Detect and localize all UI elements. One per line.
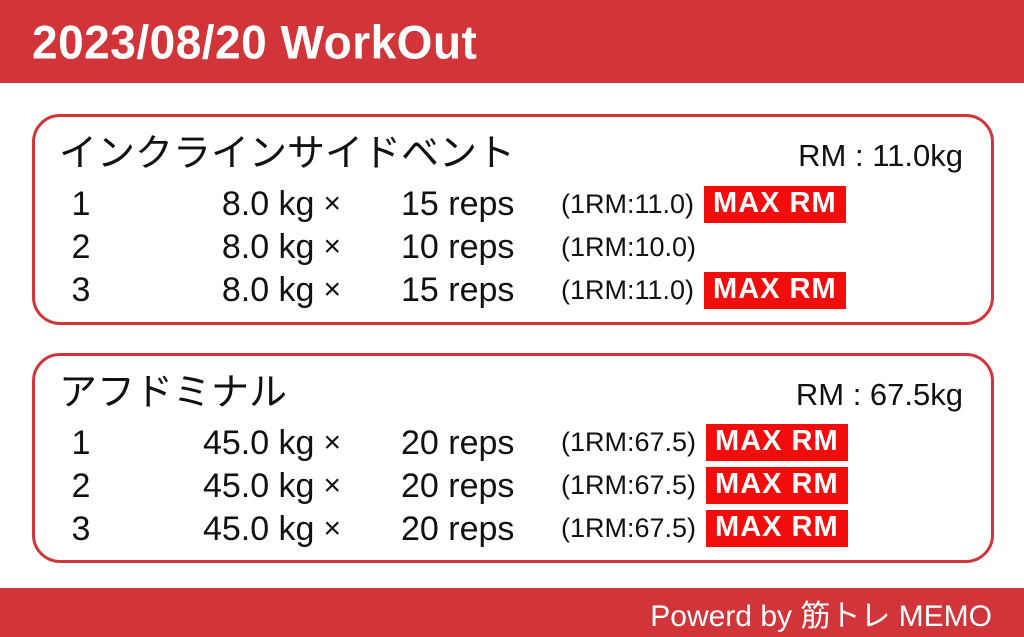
max-rm-badge: MAX RM — [706, 467, 848, 504]
set-reps: 20 reps — [401, 509, 515, 548]
set-weight: 45.0 kg × — [113, 469, 341, 503]
exercise-card-header: アフドミナル RM : 67.5kg — [49, 364, 969, 422]
exercise-name: インクラインサイドベント — [59, 133, 516, 175]
set-1rm-estimate: (1RM:67.5) — [561, 427, 697, 457]
set-row: 2 45.0 kg × 20 reps (1RM:67.5) MAX RM — [49, 464, 969, 507]
set-number: 2 — [71, 466, 91, 505]
set-1rm-estimate: (1RM:11.0) — [561, 274, 695, 305]
set-number: 2 — [71, 228, 91, 266]
set-number: 1 — [71, 185, 91, 223]
set-row: 3 45.0 kg × 20 reps (1RM:67.5) MAX RM — [49, 507, 969, 550]
max-rm-badge: MAX RM — [706, 510, 848, 547]
set-weight: 8.0 kg × — [113, 230, 341, 264]
set-number: 1 — [71, 423, 91, 462]
weight-value: 8.0 kg — [221, 271, 315, 309]
exercise-card-header: インクラインサイドベント RM : 11.0kg — [49, 125, 969, 183]
exercise-card: インクラインサイドベント RM : 11.0kg 1 8.0 kg × 15 r… — [32, 114, 994, 325]
multiply-sign: × — [323, 187, 341, 220]
set-reps: 15 reps — [401, 185, 515, 223]
max-rm-badge: MAX RM — [704, 271, 846, 309]
set-1rm-estimate: (1RM:67.5) — [561, 470, 697, 500]
max-rm-badge: MAX RM — [704, 185, 846, 223]
set-number: 3 — [71, 509, 91, 548]
header-bar: 2023/08/20 WorkOut — [0, 0, 1024, 83]
footer-bar: Powerd by 筋トレ MEMO — [0, 588, 1024, 637]
set-row: 2 8.0 kg × 10 reps (1RM:10.0) — [49, 226, 969, 269]
set-number: 3 — [71, 271, 91, 309]
powered-by-credit: Powerd by 筋トレ MEMO — [650, 599, 992, 633]
weight-value: 8.0 kg — [221, 228, 315, 266]
multiply-sign: × — [323, 425, 341, 459]
set-weight: 8.0 kg × — [113, 187, 341, 221]
set-row-list: 1 45.0 kg × 20 reps (1RM:67.5) MAX RM 2 … — [49, 421, 969, 550]
set-row: 3 8.0 kg × 15 reps (1RM:11.0) MAX RM — [49, 269, 969, 312]
exercise-name: アフドミナル — [59, 371, 288, 414]
multiply-sign: × — [323, 230, 341, 263]
set-reps: 15 reps — [401, 271, 515, 309]
exercise-max-rm-value: RM : 67.5kg — [795, 376, 963, 412]
set-row: 1 45.0 kg × 20 reps (1RM:67.5) MAX RM — [49, 421, 969, 464]
set-reps: 20 reps — [401, 466, 515, 505]
set-weight: 45.0 kg × — [113, 512, 341, 546]
set-1rm-estimate: (1RM:67.5) — [561, 513, 697, 543]
set-reps: 10 reps — [401, 228, 515, 266]
set-1rm-estimate: (1RM:10.0) — [561, 231, 697, 262]
set-row-list: 1 8.0 kg × 15 reps (1RM:11.0) MAX RM 2 8… — [49, 183, 969, 312]
set-weight: 8.0 kg × — [113, 273, 341, 307]
set-row: 1 8.0 kg × 15 reps (1RM:11.0) MAX RM — [49, 183, 969, 226]
workout-card-list: インクラインサイドベント RM : 11.0kg 1 8.0 kg × 15 r… — [32, 114, 994, 563]
max-rm-badge: MAX RM — [706, 424, 848, 461]
set-weight: 45.0 kg × — [113, 426, 341, 460]
multiply-sign: × — [323, 468, 341, 502]
exercise-card: アフドミナル RM : 67.5kg 1 45.0 kg × 20 reps (… — [32, 352, 994, 563]
weight-value: 8.0 kg — [221, 185, 315, 223]
multiply-sign: × — [323, 273, 341, 306]
multiply-sign: × — [323, 511, 341, 545]
set-1rm-estimate: (1RM:11.0) — [561, 188, 695, 219]
weight-value: 45.0 kg — [202, 423, 315, 462]
page-title: 2023/08/20 WorkOut — [32, 14, 478, 69]
set-reps: 20 reps — [401, 423, 515, 462]
exercise-max-rm-value: RM : 11.0kg — [798, 138, 963, 173]
weight-value: 45.0 kg — [202, 509, 315, 548]
weight-value: 45.0 kg — [202, 466, 315, 505]
